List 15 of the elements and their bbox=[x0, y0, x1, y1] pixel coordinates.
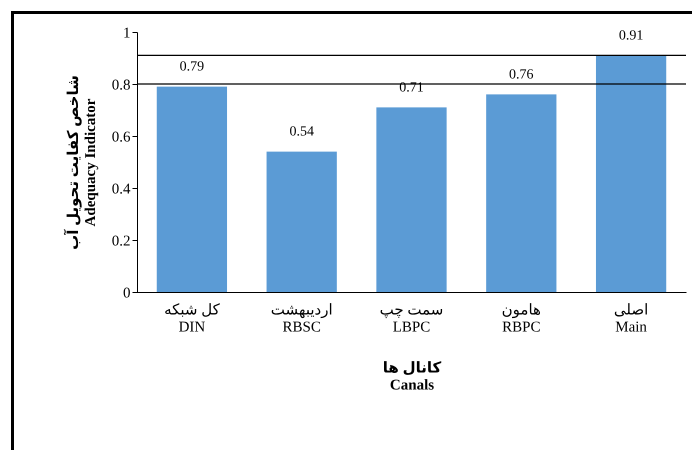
y-tick-label: 0.2 bbox=[112, 234, 130, 250]
bar bbox=[376, 107, 447, 292]
data-label: 0.76 bbox=[509, 67, 534, 82]
y-tick-label: 0.4 bbox=[112, 182, 131, 198]
y-tick-label: 0.6 bbox=[112, 130, 131, 146]
y-tick-label: 1 bbox=[123, 26, 130, 42]
y-tick-label: 0.8 bbox=[112, 78, 130, 94]
bar bbox=[266, 152, 337, 292]
y-tick-label: 0 bbox=[123, 286, 130, 302]
bar bbox=[486, 94, 556, 292]
data-label: 0.91 bbox=[618, 28, 644, 44]
data-label: 0.79 bbox=[180, 60, 204, 75]
bar bbox=[156, 86, 228, 292]
data-label: 0.54 bbox=[289, 124, 314, 140]
bar bbox=[596, 55, 666, 292]
